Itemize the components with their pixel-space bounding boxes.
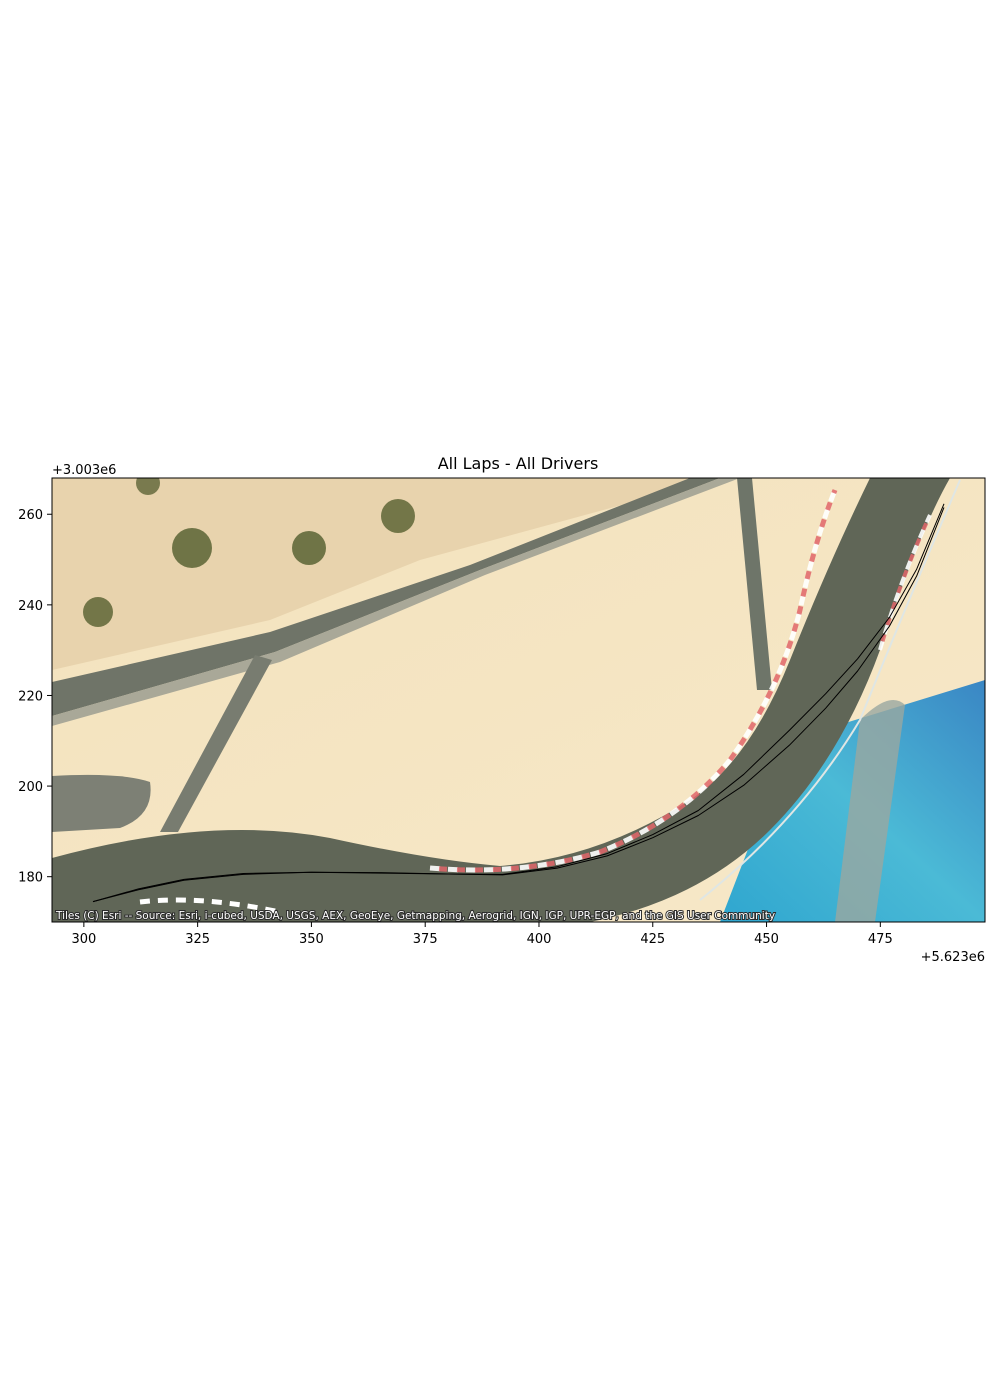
y-tick-label: 180 xyxy=(18,871,43,886)
y-tick-label: 220 xyxy=(18,689,43,704)
chart-title: All Laps - All Drivers xyxy=(438,454,599,473)
lap-trace-line-2 xyxy=(92,503,945,903)
x-tick-label: 425 xyxy=(640,932,665,947)
x-offset-label: +5.623e6 xyxy=(921,950,985,965)
x-tick-label: 475 xyxy=(868,932,893,947)
x-tick-label: 350 xyxy=(299,932,324,947)
x-tick-label: 400 xyxy=(527,932,552,947)
tile-attribution: Tiles (C) Esri -- Source: Esri, i-cubed,… xyxy=(55,910,775,922)
bush-icon xyxy=(136,478,160,495)
y-tick-label: 240 xyxy=(18,599,43,614)
bush-icon xyxy=(381,499,415,533)
y-tick-label: 200 xyxy=(18,780,43,795)
y-tick-label: 260 xyxy=(18,508,43,523)
y-axis: 180 200 220 240 260 xyxy=(18,508,52,886)
bush-icon xyxy=(83,597,113,627)
x-tick-label: 450 xyxy=(754,932,779,947)
x-tick-label: 325 xyxy=(185,932,210,947)
bush-icon xyxy=(172,528,212,568)
lap-trace-line-1 xyxy=(92,507,945,903)
satellite-basemap xyxy=(52,478,985,922)
x-tick-label: 300 xyxy=(71,932,96,947)
lap-traces xyxy=(92,503,945,903)
x-tick-label: 375 xyxy=(413,932,438,947)
bush-icon xyxy=(292,531,326,565)
x-axis: 300 325 350 375 400 425 450 475 xyxy=(71,922,893,947)
y-offset-label: +3.003e6 xyxy=(52,463,116,478)
plot-frame xyxy=(51,477,986,923)
